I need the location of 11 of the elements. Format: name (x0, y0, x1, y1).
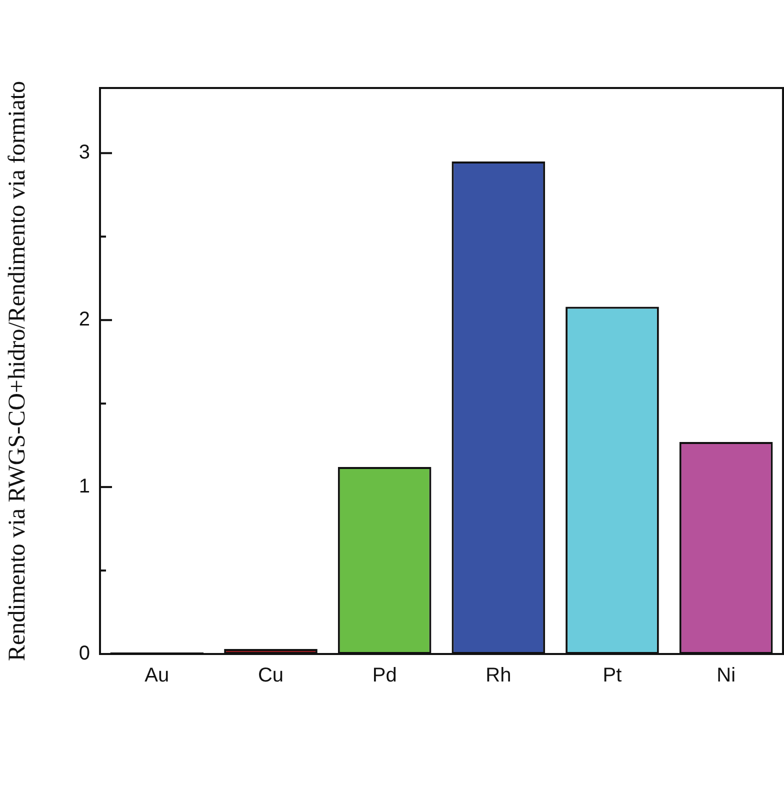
x-tick-label: Cu (258, 664, 284, 687)
x-tick-label: Pt (602, 664, 622, 687)
y-tick-label: 2 (78, 308, 90, 331)
x-tick-label: Pd (372, 664, 397, 687)
y-tick-label: 0 (78, 642, 90, 665)
x-tick-label: Rh (486, 664, 512, 687)
x-tick-label: Au (144, 664, 170, 687)
y-axis-title: Rendimento via RWGS-CO+hidro/Rendimento via formiato (4, 80, 31, 662)
y-tick-label: 3 (78, 142, 90, 164)
y-tick-label: 1 (78, 476, 90, 498)
x-tick-label: Ni (716, 664, 736, 687)
